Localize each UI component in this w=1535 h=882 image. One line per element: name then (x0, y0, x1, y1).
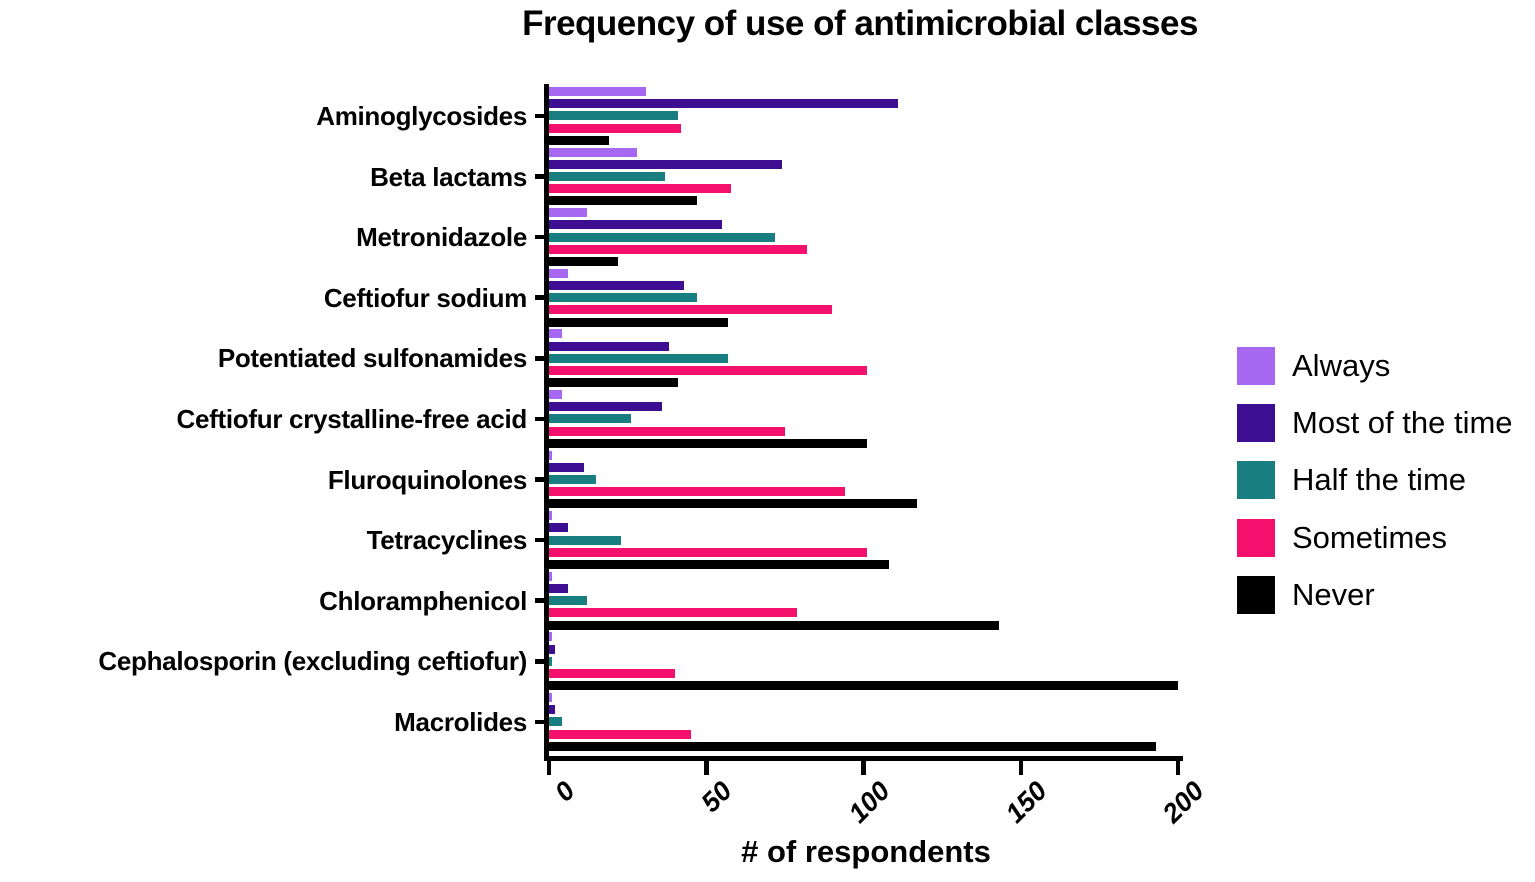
legend-label: Never (1292, 576, 1375, 612)
bar-most-of-the-time (549, 159, 782, 169)
bar-always (549, 208, 587, 218)
y-axis-tick (535, 295, 549, 300)
bar-always (549, 450, 553, 460)
category-label: Tetracyclines (366, 525, 528, 556)
bar-half-the-time (549, 475, 597, 484)
legend-swatch (1237, 575, 1275, 614)
x-axis-tick (1018, 761, 1023, 775)
bar-sometimes (549, 426, 785, 436)
bar-half-the-time (549, 353, 729, 363)
category-label: Cephalosporin (excluding ceftiofur) (98, 646, 527, 677)
x-axis-tick (861, 761, 866, 775)
bar-sometimes (549, 184, 732, 194)
legend-swatch (1237, 461, 1275, 500)
bar-always (549, 693, 553, 702)
y-axis-line (544, 84, 549, 761)
bar-most-of-the-time (549, 402, 663, 412)
legend-swatch (1237, 404, 1275, 443)
bar-never (549, 560, 889, 569)
bar-never (549, 499, 917, 509)
bar-always (549, 147, 638, 157)
bar-half-the-time (549, 656, 553, 666)
bar-never (549, 317, 729, 327)
bar-sometimes (549, 244, 807, 254)
legend-label: Sometimes (1292, 519, 1448, 555)
x-axis-tick (1175, 761, 1181, 775)
category-label: Potentiated sulfonamides (217, 343, 527, 374)
category-label: Fluroquinolones (327, 464, 527, 495)
category-label: Ceftiofur sodium (323, 282, 527, 313)
bar-never (549, 681, 1178, 691)
category-label: Macrolides (394, 706, 527, 737)
bar-most-of-the-time (549, 523, 568, 533)
bar-most-of-the-time (549, 281, 685, 290)
bar-sometimes (549, 123, 682, 133)
bar-sometimes (549, 608, 798, 618)
x-axis-line (544, 756, 1183, 761)
y-axis-tick (535, 537, 549, 543)
bar-half-the-time (549, 111, 678, 121)
bar-never (549, 257, 619, 266)
bar-never (549, 741, 1156, 751)
bar-sometimes (549, 305, 833, 315)
bar-most-of-the-time (549, 462, 584, 472)
bar-half-the-time (549, 596, 587, 606)
bar-always (549, 632, 553, 642)
y-axis-tick (535, 719, 549, 725)
bar-most-of-the-time (549, 99, 899, 109)
category-label: Metronidazole (356, 222, 527, 253)
legend-swatch (1237, 347, 1275, 385)
x-axis-tick (704, 761, 709, 775)
legend-label: Always (1292, 348, 1391, 383)
bar-sometimes (549, 366, 867, 375)
x-axis-title: # of respondents (741, 834, 991, 869)
bar-most-of-the-time (549, 220, 722, 230)
legend-swatch (1237, 518, 1275, 557)
y-axis-tick (535, 356, 549, 361)
y-axis-tick (535, 598, 549, 603)
y-axis-tick (535, 174, 549, 179)
category-label: Beta lactams (370, 161, 527, 192)
category-label: Aminoglycosides (316, 100, 527, 131)
bar-half-the-time (549, 414, 631, 424)
bar-never (549, 135, 609, 145)
bar-sometimes (549, 547, 867, 557)
bar-sometimes (549, 729, 691, 739)
bar-always (549, 571, 553, 581)
bar-always (549, 87, 647, 96)
bar-half-the-time (549, 232, 776, 242)
bar-never (549, 438, 867, 448)
y-axis-tick (535, 113, 549, 119)
y-axis-tick (535, 659, 549, 664)
bar-sometimes (549, 669, 675, 678)
bar-most-of-the-time (549, 341, 669, 351)
bar-always (549, 511, 553, 521)
bar-half-the-time (549, 293, 697, 303)
category-label: Ceftiofur crystalline-free acid (176, 403, 528, 434)
chart-title: Frequency of use of antimicrobial classe… (522, 4, 1198, 43)
category-label: Chloramphenicol (319, 585, 527, 616)
bar-sometimes (549, 487, 845, 497)
bar-never (549, 620, 999, 630)
bar-never (549, 196, 697, 206)
bar-most-of-the-time (549, 705, 556, 715)
bar-always (549, 390, 562, 399)
legend-label: Most of the time (1292, 405, 1513, 441)
y-axis-tick (535, 477, 549, 482)
legend-label: Half the time (1292, 462, 1467, 498)
x-axis-tick (546, 761, 552, 775)
bar-half-the-time (549, 535, 622, 545)
bar-half-the-time (549, 172, 666, 181)
bar-never (549, 378, 678, 388)
y-axis-tick (535, 416, 549, 422)
bar-half-the-time (549, 717, 562, 727)
bar-most-of-the-time (549, 584, 568, 593)
bar-always (549, 268, 568, 278)
bar-most-of-the-time (549, 644, 556, 654)
y-axis-tick (535, 234, 549, 240)
bar-always (549, 329, 562, 339)
